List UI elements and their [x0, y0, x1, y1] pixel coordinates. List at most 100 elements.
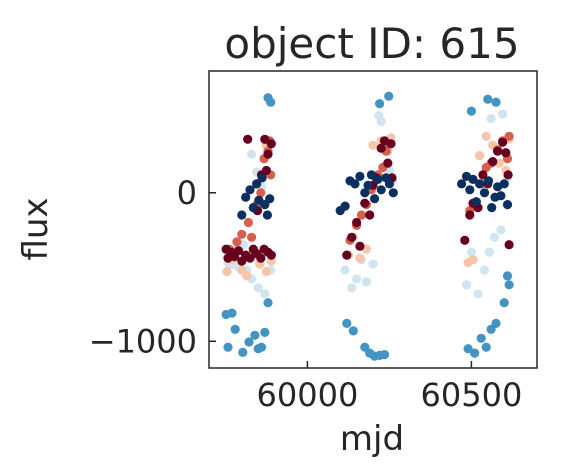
data-point-band-0 — [348, 326, 358, 336]
data-point-band-3 — [356, 210, 367, 220]
data-point-band-2 — [475, 151, 485, 161]
data-point-band-5 — [340, 201, 350, 211]
data-point-band-4 — [503, 170, 513, 180]
data-point-band-5 — [252, 179, 262, 189]
data-point-band-4 — [233, 246, 244, 256]
data-point-band-0 — [481, 342, 491, 352]
data-point-band-0 — [483, 94, 493, 104]
data-point-band-0 — [384, 91, 394, 101]
data-point-band-1 — [489, 232, 499, 242]
data-point-band-4 — [488, 157, 498, 167]
data-points — [221, 91, 514, 361]
data-point-band-2 — [481, 131, 491, 141]
data-point-band-4 — [460, 235, 470, 245]
data-point-band-1 — [466, 247, 476, 257]
data-point-band-4 — [245, 253, 255, 263]
data-point-band-4 — [263, 149, 273, 159]
data-point-band-0 — [375, 99, 385, 109]
x-tick-label: 60500 — [421, 376, 523, 414]
data-point-band-0 — [463, 344, 473, 354]
data-point-band-5 — [265, 194, 275, 204]
data-point-band-0 — [502, 271, 513, 281]
data-point-band-1 — [247, 149, 257, 159]
data-point-band-5 — [262, 210, 272, 220]
data-point-band-3 — [237, 229, 247, 239]
data-point-band-5 — [370, 194, 380, 204]
data-point-band-5 — [468, 174, 478, 184]
data-point-band-4 — [386, 139, 396, 149]
data-point-band-5 — [360, 188, 370, 198]
data-point-band-5 — [257, 173, 267, 183]
data-point-band-5 — [245, 185, 255, 195]
data-point-band-4 — [256, 253, 266, 263]
data-point-band-5 — [483, 176, 494, 186]
data-point-band-5 — [384, 179, 394, 189]
data-point-band-0 — [256, 342, 267, 352]
y-axis-label: flux — [16, 197, 56, 260]
data-point-band-5 — [373, 174, 383, 184]
data-point-band-0 — [379, 350, 390, 360]
data-point-band-4 — [342, 250, 352, 260]
data-point-band-4 — [465, 210, 475, 220]
data-point-band-5 — [376, 185, 386, 195]
data-point-band-3 — [504, 131, 514, 141]
data-point-band-0 — [342, 318, 352, 328]
data-point-band-2 — [261, 266, 271, 277]
data-point-band-0 — [230, 324, 240, 334]
data-point-band-0 — [476, 333, 486, 343]
data-point-band-1 — [486, 113, 496, 124]
data-point-band-4 — [501, 148, 511, 158]
y-axis-ticks: 0 −1000 — [89, 174, 216, 360]
x-axis-label: mjd — [340, 419, 404, 459]
data-point-band-1 — [496, 225, 506, 235]
data-point-band-5 — [499, 179, 509, 189]
data-point-band-2 — [368, 140, 378, 150]
data-point-band-4 — [347, 232, 357, 242]
y-tick-label: 0 — [177, 174, 197, 212]
data-point-band-1 — [479, 265, 490, 275]
data-point-band-0 — [470, 348, 480, 358]
data-point-band-4 — [260, 134, 270, 144]
data-point-band-4 — [376, 143, 386, 153]
data-point-band-2 — [222, 266, 232, 277]
data-point-band-1 — [361, 277, 371, 287]
data-point-band-5 — [487, 203, 497, 213]
data-point-band-4 — [360, 198, 370, 208]
data-point-band-4 — [243, 134, 253, 144]
data-point-band-5 — [248, 203, 258, 213]
data-point-band-3 — [247, 232, 257, 242]
data-point-band-1 — [376, 116, 386, 127]
data-point-band-0 — [263, 93, 273, 103]
data-point-band-1 — [352, 274, 362, 284]
data-point-band-0 — [491, 97, 501, 107]
data-point-band-5 — [465, 185, 475, 195]
data-point-band-4 — [498, 137, 508, 147]
data-point-band-0 — [491, 318, 501, 328]
data-point-band-0 — [499, 298, 509, 308]
data-point-band-4 — [352, 217, 362, 228]
data-point-band-5 — [496, 191, 506, 201]
data-point-band-5 — [350, 179, 360, 189]
data-point-band-5 — [366, 170, 376, 180]
data-point-band-2 — [468, 255, 478, 265]
data-point-band-5 — [479, 188, 490, 198]
data-point-band-1 — [347, 283, 357, 293]
data-point-band-4 — [261, 165, 271, 176]
data-point-band-5 — [237, 210, 247, 220]
data-point-band-1 — [484, 247, 494, 257]
data-point-band-4 — [504, 240, 514, 250]
data-point-band-4 — [266, 250, 276, 260]
data-point-band-1 — [340, 265, 350, 275]
data-point-band-4 — [478, 170, 488, 180]
data-point-band-2 — [242, 271, 252, 281]
data-point-band-3 — [232, 237, 242, 247]
data-point-band-5 — [388, 188, 398, 198]
data-point-band-5 — [363, 180, 373, 190]
data-point-band-3 — [243, 217, 253, 228]
data-point-band-3 — [256, 188, 266, 198]
data-point-band-0 — [260, 327, 270, 337]
data-point-band-0 — [238, 347, 248, 357]
data-point-band-5 — [471, 197, 481, 207]
plot-frame — [208, 70, 538, 369]
data-point-band-0 — [466, 106, 476, 116]
